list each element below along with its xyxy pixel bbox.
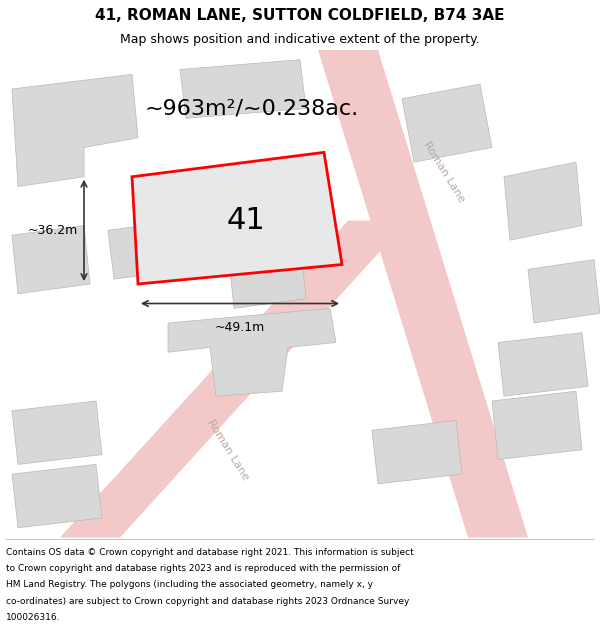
Text: ~36.2m: ~36.2m <box>28 224 78 237</box>
Text: Roman Lane: Roman Lane <box>421 140 467 204</box>
Polygon shape <box>504 162 582 240</box>
Text: ~49.1m: ~49.1m <box>215 321 265 334</box>
Polygon shape <box>318 50 528 538</box>
Polygon shape <box>498 332 588 396</box>
Text: to Crown copyright and database rights 2023 and is reproduced with the permissio: to Crown copyright and database rights 2… <box>6 564 400 573</box>
Polygon shape <box>132 152 342 284</box>
Text: co-ordinates) are subject to Crown copyright and database rights 2023 Ordnance S: co-ordinates) are subject to Crown copyr… <box>6 596 409 606</box>
Text: 41, ROMAN LANE, SUTTON COLDFIELD, B74 3AE: 41, ROMAN LANE, SUTTON COLDFIELD, B74 3A… <box>95 8 505 22</box>
Polygon shape <box>168 308 336 396</box>
Polygon shape <box>12 401 102 464</box>
Polygon shape <box>228 240 306 308</box>
Text: 41: 41 <box>227 206 265 235</box>
Polygon shape <box>108 221 186 279</box>
Polygon shape <box>12 226 90 294</box>
Text: ~963m²/~0.238ac.: ~963m²/~0.238ac. <box>145 99 359 119</box>
Polygon shape <box>372 421 462 484</box>
Polygon shape <box>60 221 408 538</box>
Polygon shape <box>402 84 492 162</box>
Text: 100026316.: 100026316. <box>6 612 61 622</box>
Text: HM Land Registry. The polygons (including the associated geometry, namely x, y: HM Land Registry. The polygons (includin… <box>6 581 373 589</box>
Text: Contains OS data © Crown copyright and database right 2021. This information is : Contains OS data © Crown copyright and d… <box>6 548 414 557</box>
Polygon shape <box>528 259 600 323</box>
Polygon shape <box>168 235 246 269</box>
Polygon shape <box>180 60 306 118</box>
Polygon shape <box>12 464 102 528</box>
Polygon shape <box>12 74 138 186</box>
Polygon shape <box>492 391 582 459</box>
Text: Roman Lane: Roman Lane <box>205 418 251 482</box>
Text: Map shows position and indicative extent of the property.: Map shows position and indicative extent… <box>120 32 480 46</box>
